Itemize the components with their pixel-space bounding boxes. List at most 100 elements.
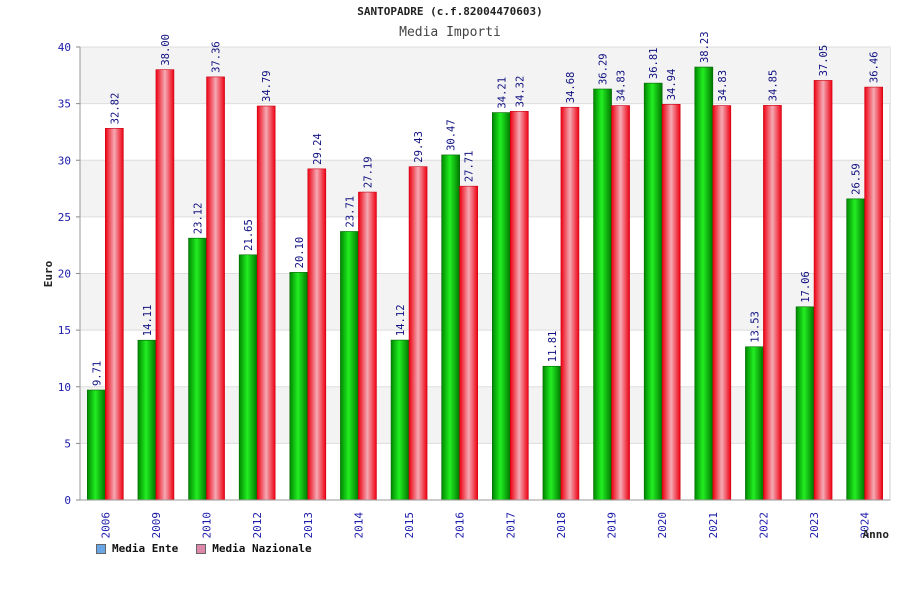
data-label: 14.11 xyxy=(142,305,154,337)
legend-swatch xyxy=(96,543,106,554)
x-tick-label: 2013 xyxy=(302,512,315,539)
bar-media-nazionale xyxy=(864,86,883,501)
x-tick-label: 2015 xyxy=(403,512,416,539)
data-label: 34.85 xyxy=(767,70,779,102)
bar-media-ente xyxy=(694,66,714,501)
data-label: 34.83 xyxy=(616,70,628,102)
data-label: 36.46 xyxy=(869,51,881,83)
data-label: 34.68 xyxy=(565,72,577,104)
bar-media-ente xyxy=(238,254,258,501)
data-label: 34.32 xyxy=(514,76,526,108)
x-tick-label: 2024 xyxy=(859,512,872,539)
bar-media-ente xyxy=(188,237,207,501)
data-label: 17.06 xyxy=(800,271,812,303)
data-label: 34.79 xyxy=(261,70,273,102)
data-label: 13.53 xyxy=(749,311,761,343)
bar-media-nazionale xyxy=(712,105,732,501)
bar-media-nazionale xyxy=(611,105,630,501)
bar-media-ente xyxy=(289,272,309,501)
chart-title: SANTOPADRE (c.f.82004470603) xyxy=(357,5,543,18)
bar-media-nazionale xyxy=(256,105,276,501)
y-tick-label: 0 xyxy=(64,494,71,507)
y-tick-label: 15 xyxy=(58,324,71,337)
bar-media-nazionale xyxy=(459,185,478,501)
data-label: 26.59 xyxy=(851,163,863,195)
bar-media-ente xyxy=(542,365,562,501)
data-label: 37.36 xyxy=(211,41,223,73)
bar-media-ente xyxy=(795,306,815,501)
legend: Media Ente Media Nazionale xyxy=(96,542,312,555)
x-tick-label: 2006 xyxy=(99,512,112,539)
data-label: 30.47 xyxy=(446,119,458,151)
x-tick-label: 2009 xyxy=(150,512,163,539)
bar-media-nazionale xyxy=(307,168,327,501)
data-label: 37.05 xyxy=(818,45,830,77)
bar-media-nazionale xyxy=(813,80,833,501)
x-tick-label: 2018 xyxy=(555,512,568,539)
bar-media-ente xyxy=(441,154,460,501)
data-label: 34.94 xyxy=(666,69,678,101)
data-label: 14.12 xyxy=(395,304,407,336)
data-label: 36.29 xyxy=(598,53,610,85)
x-axis-label: Anno xyxy=(863,528,890,541)
data-label: 23.71 xyxy=(344,196,356,228)
x-tick-label: 2017 xyxy=(504,512,517,539)
y-axis-label: Euro xyxy=(42,260,55,287)
bar-media-nazionale xyxy=(661,104,681,501)
data-label: 20.10 xyxy=(294,237,306,269)
y-tick-label: 20 xyxy=(58,268,71,281)
bar-media-nazionale xyxy=(408,166,428,501)
y-axis: 0 5 10 15 20 25 30 35 40 xyxy=(58,41,81,507)
x-tick-label: 2023 xyxy=(808,512,821,539)
data-label: 9.71 xyxy=(91,361,103,386)
bar-media-ente xyxy=(593,88,612,501)
bar-media-nazionale xyxy=(155,69,175,501)
legend-label: Media Ente xyxy=(112,542,179,555)
bar-media-nazionale xyxy=(105,128,124,501)
data-label: 23.12 xyxy=(193,203,205,235)
bar-media-ente xyxy=(846,198,865,501)
y-tick-label: 5 xyxy=(64,437,71,450)
bar-media-ente xyxy=(745,346,764,501)
y-tick-label: 10 xyxy=(58,381,71,394)
bar-media-nazionale xyxy=(358,191,377,501)
data-label: 34.83 xyxy=(717,70,729,102)
y-tick-label: 30 xyxy=(58,154,71,167)
x-tick-label: 2012 xyxy=(251,512,264,539)
x-tick-label: 2021 xyxy=(707,512,720,539)
y-tick-label: 35 xyxy=(58,98,71,111)
data-label: 29.24 xyxy=(312,133,324,165)
bar-media-ente xyxy=(137,339,157,501)
bar-media-ente xyxy=(340,231,359,501)
bar-media-ente xyxy=(492,112,511,501)
x-tick-label: 2019 xyxy=(606,512,619,539)
bar-media-nazionale xyxy=(763,105,782,501)
data-label: 21.65 xyxy=(243,219,255,251)
bar-media-ente xyxy=(390,339,410,501)
data-label: 29.43 xyxy=(413,131,425,163)
bar-media-nazionale xyxy=(560,106,580,501)
x-tick-label: 2020 xyxy=(656,512,669,539)
legend-label: Media Nazionale xyxy=(212,542,312,555)
data-label: 27.71 xyxy=(464,151,476,183)
data-label: 34.21 xyxy=(496,77,508,109)
data-label: 27.19 xyxy=(362,156,374,188)
bar-media-nazionale xyxy=(206,76,225,501)
legend-item-media-nazionale: Media Nazionale xyxy=(196,542,312,555)
chart-subtitle: Media Importi xyxy=(399,25,501,40)
x-tick-label: 2022 xyxy=(757,512,770,539)
data-label: 38.00 xyxy=(160,34,172,66)
bar-media-nazionale xyxy=(510,111,529,501)
bars-group: 9.71 32.82 14.11 38.00 23.12 37.36 21.65 34.79 2… xyxy=(87,31,883,501)
legend-item-media-ente: Media Ente xyxy=(96,542,178,555)
bar-media-ente xyxy=(87,389,106,501)
x-tick-label: 2010 xyxy=(201,512,214,539)
x-tick-label: 2014 xyxy=(352,512,365,539)
y-tick-label: 25 xyxy=(58,211,71,224)
data-label: 38.23 xyxy=(699,31,711,63)
y-tick-label: 40 xyxy=(58,41,71,54)
data-label: 32.82 xyxy=(109,93,121,125)
x-tick-label: 2016 xyxy=(454,512,467,539)
legend-swatch xyxy=(196,543,207,554)
